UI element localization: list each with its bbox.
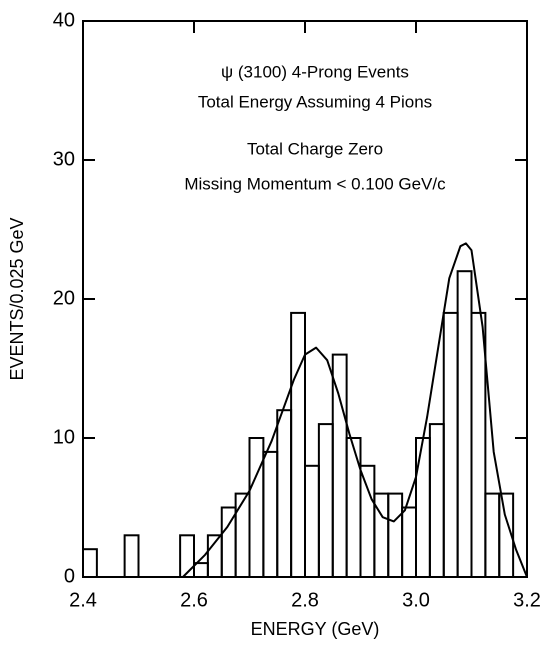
bar [345, 437, 362, 578]
bar [304, 464, 320, 578]
x-axis-label: ENERGY (GeV) [251, 619, 380, 639]
bar [359, 464, 376, 578]
bar [331, 353, 348, 578]
y-tick-label: 10 [53, 426, 75, 448]
annotation: Missing Momentum < 0.100 GeV/c [184, 174, 446, 193]
annotation: Total Energy Assuming 4 Pions [198, 92, 432, 111]
y-tick-label: 20 [53, 287, 75, 309]
bar [317, 423, 334, 578]
bar [484, 492, 501, 579]
x-tick-label: 2.6 [180, 589, 208, 611]
bar [442, 311, 459, 578]
bar [428, 423, 445, 578]
bar [415, 437, 431, 578]
bar [456, 270, 473, 578]
bar [234, 492, 251, 579]
bar [290, 311, 306, 578]
bar [470, 311, 487, 578]
y-tick-label: 40 [53, 9, 75, 31]
annotation: ψ (3100) 4-Prong Events [221, 62, 409, 81]
bar [123, 534, 140, 578]
y-axis-label: EVENTS/0.025 GeV [7, 217, 27, 380]
bar [276, 409, 293, 579]
bar [262, 450, 279, 578]
bar [387, 492, 404, 579]
bar [179, 534, 195, 578]
bar [401, 506, 417, 578]
bar [82, 548, 98, 579]
fit-curve [182, 242, 528, 578]
x-tick-label: 2.4 [69, 589, 97, 611]
y-tick-label: 0 [64, 565, 75, 587]
x-tick-label: 3.0 [402, 589, 430, 611]
annotation: Total Charge Zero [247, 139, 383, 158]
bar [248, 437, 265, 578]
y-tick-label: 30 [53, 148, 75, 170]
x-tick-label: 2.8 [291, 589, 319, 611]
bar [498, 492, 515, 579]
x-tick-label: 3.2 [513, 589, 541, 611]
